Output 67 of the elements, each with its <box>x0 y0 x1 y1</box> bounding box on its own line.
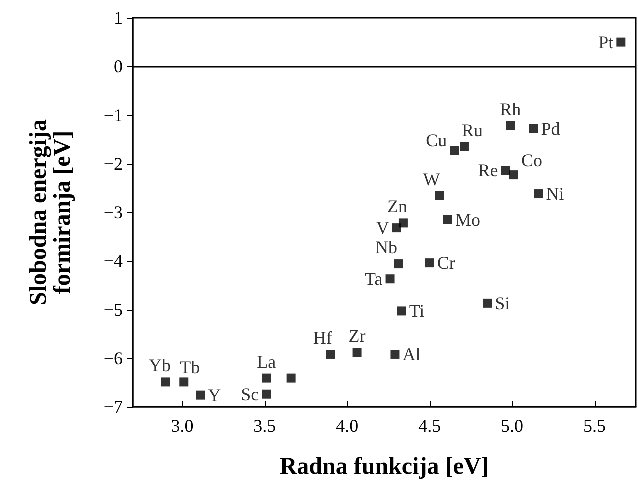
data-label: Ni <box>546 184 564 204</box>
data-label: Sc <box>241 384 260 404</box>
x-tick-label: 4.5 <box>418 416 442 436</box>
y-tick-label: −5 <box>104 300 123 320</box>
data-label: Tb <box>180 358 200 378</box>
point <box>425 258 434 268</box>
data-label: Rh <box>500 99 522 120</box>
point <box>262 374 272 383</box>
x-tick-label: 4.0 <box>336 416 359 436</box>
data-label: Cr <box>437 253 456 274</box>
x-tick-label: 5.5 <box>584 416 606 436</box>
point <box>286 374 296 383</box>
point <box>460 142 469 152</box>
data-label: Re <box>478 160 498 181</box>
point <box>443 215 452 224</box>
y-tick-label: −7 <box>104 397 123 417</box>
point <box>616 38 626 47</box>
data-label: W <box>423 169 440 190</box>
data-label: Hf <box>313 328 332 348</box>
data-label: Pt <box>598 32 614 52</box>
point <box>161 378 170 387</box>
y-tick-label: 0 <box>114 56 123 77</box>
point <box>386 274 395 284</box>
y-tick-label: −6 <box>104 348 123 368</box>
point <box>390 350 400 359</box>
y-tick-label: −3 <box>104 202 123 222</box>
point <box>262 390 272 399</box>
data-label: V <box>376 218 390 238</box>
data-label: La <box>257 352 276 372</box>
data-label: Mo <box>455 210 481 230</box>
point <box>394 260 404 269</box>
data-label: Ru <box>462 120 483 140</box>
point <box>392 224 402 233</box>
data-label: Yb <box>148 356 171 376</box>
y-tick-label: −4 <box>104 251 123 272</box>
point <box>450 146 460 156</box>
point <box>180 378 189 387</box>
x-tick-label: 3.0 <box>171 416 194 436</box>
point <box>501 166 510 176</box>
y-tick-label: −2 <box>104 154 123 174</box>
point <box>326 350 336 359</box>
y-tick-label: −1 <box>104 105 123 126</box>
point <box>397 306 406 316</box>
y-tick-label: 1 <box>114 8 123 28</box>
point <box>196 390 206 400</box>
data-label: Zr <box>348 326 366 346</box>
point <box>506 121 516 130</box>
point <box>509 170 518 180</box>
x-tick-label: 3.5 <box>254 416 276 436</box>
data-label: Zn <box>387 196 408 217</box>
point <box>534 190 544 199</box>
data-label: Al <box>402 344 421 364</box>
data-label: Co <box>521 150 542 171</box>
point <box>529 124 538 134</box>
data-label: Y <box>208 385 222 406</box>
point <box>435 191 444 200</box>
data-label: Cu <box>426 130 448 151</box>
data-label: Ta <box>365 269 383 290</box>
x-tick-label: 5.0 <box>501 416 524 436</box>
data-label: Pd <box>541 118 560 139</box>
point <box>352 348 362 358</box>
point <box>483 298 492 308</box>
y-axis-title: Slobodna energija formiranja [eV] <box>26 119 76 306</box>
data-label: Ti <box>409 301 425 322</box>
data-label: Si <box>495 293 510 314</box>
data-label: Nb <box>376 238 398 258</box>
x-axis-title: Radna funkcija [eV] <box>280 454 490 480</box>
